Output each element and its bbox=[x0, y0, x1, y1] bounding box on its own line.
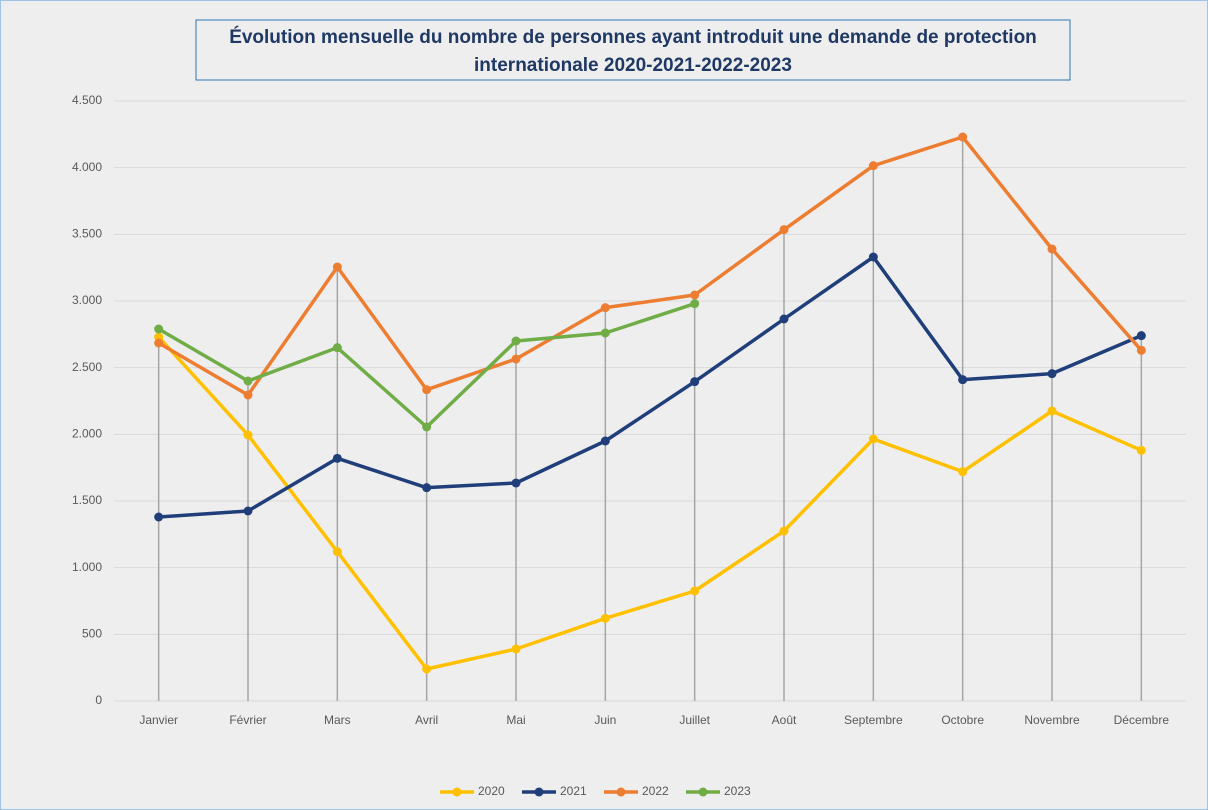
data-point bbox=[779, 526, 789, 536]
y-tick-label: 4.000 bbox=[72, 160, 102, 174]
series-line bbox=[157, 335, 1143, 671]
data-point bbox=[422, 664, 432, 674]
data-point bbox=[332, 343, 342, 353]
data-point bbox=[600, 328, 610, 338]
data-point bbox=[1047, 406, 1057, 416]
data-point bbox=[243, 376, 253, 386]
x-tick-label: Mai bbox=[506, 713, 525, 727]
x-tick-label: Avril bbox=[415, 713, 438, 727]
x-tick-label: Octobre bbox=[941, 713, 984, 727]
title-box bbox=[195, 19, 1071, 81]
data-point bbox=[332, 547, 342, 557]
y-tick-label: 2.000 bbox=[72, 427, 102, 441]
y-tick-label: 1.500 bbox=[72, 493, 102, 507]
legend-marker bbox=[698, 787, 708, 797]
data-point bbox=[154, 324, 164, 334]
data-point bbox=[958, 467, 968, 477]
data-point bbox=[511, 644, 521, 654]
data-point bbox=[868, 161, 878, 171]
data-point bbox=[332, 453, 342, 463]
data-point bbox=[779, 314, 789, 324]
y-tick-label: 500 bbox=[82, 627, 102, 641]
data-point bbox=[690, 290, 700, 300]
data-point bbox=[600, 613, 610, 623]
legend-marker bbox=[616, 787, 626, 797]
x-tick-label: Décembre bbox=[1114, 713, 1170, 727]
x-tick-label: Janvier bbox=[139, 713, 178, 727]
y-tick-label: 2.500 bbox=[72, 360, 102, 374]
data-point bbox=[600, 303, 610, 313]
data-point bbox=[243, 430, 253, 440]
legend-marker bbox=[534, 787, 544, 797]
data-point bbox=[511, 354, 521, 364]
data-point bbox=[422, 422, 432, 432]
legend-label: 2022 bbox=[642, 784, 669, 798]
data-point bbox=[511, 336, 521, 346]
data-point bbox=[511, 478, 521, 488]
data-point bbox=[868, 252, 878, 262]
x-tick-label: Novembre bbox=[1024, 713, 1080, 727]
data-point bbox=[332, 262, 342, 272]
data-point bbox=[690, 299, 700, 309]
y-tick-label: 1.000 bbox=[72, 560, 102, 574]
data-point bbox=[1047, 244, 1057, 254]
data-point bbox=[1136, 345, 1146, 355]
y-tick-label: 3.000 bbox=[72, 293, 102, 307]
x-tick-label: Février bbox=[229, 713, 266, 727]
x-tick-label: Juin bbox=[594, 713, 616, 727]
data-point bbox=[690, 586, 700, 596]
legend-label: 2021 bbox=[560, 784, 587, 798]
data-point bbox=[600, 436, 610, 446]
series-line bbox=[157, 135, 1143, 397]
data-point bbox=[1136, 331, 1146, 341]
legend-label: 2023 bbox=[724, 784, 751, 798]
data-point bbox=[422, 385, 432, 395]
y-tick-label: 0 bbox=[95, 693, 102, 707]
legend-label: 2020 bbox=[478, 784, 505, 798]
data-point bbox=[690, 377, 700, 387]
legend-marker bbox=[452, 787, 462, 797]
data-point bbox=[1047, 369, 1057, 379]
y-tick-label: 3.500 bbox=[72, 227, 102, 241]
data-point bbox=[154, 338, 164, 348]
x-tick-label: Août bbox=[772, 713, 797, 727]
x-tick-label: Mars bbox=[324, 713, 351, 727]
y-tick-label: 4.500 bbox=[72, 93, 102, 107]
series-line bbox=[158, 255, 1143, 519]
data-point bbox=[958, 375, 968, 385]
chart-title: internationale 2020-2021-2022-2023 bbox=[474, 55, 792, 76]
chart-title: Évolution mensuelle du nombre de personn… bbox=[229, 26, 1037, 48]
data-point bbox=[868, 434, 878, 444]
x-tick-label: Juillet bbox=[679, 713, 710, 727]
data-point bbox=[243, 390, 253, 400]
data-point bbox=[958, 132, 968, 142]
data-point bbox=[422, 483, 432, 493]
data-point bbox=[779, 225, 789, 235]
x-tick-label: Septembre bbox=[844, 713, 903, 727]
data-point bbox=[243, 506, 253, 516]
data-point bbox=[1136, 445, 1146, 455]
data-point bbox=[154, 512, 164, 522]
